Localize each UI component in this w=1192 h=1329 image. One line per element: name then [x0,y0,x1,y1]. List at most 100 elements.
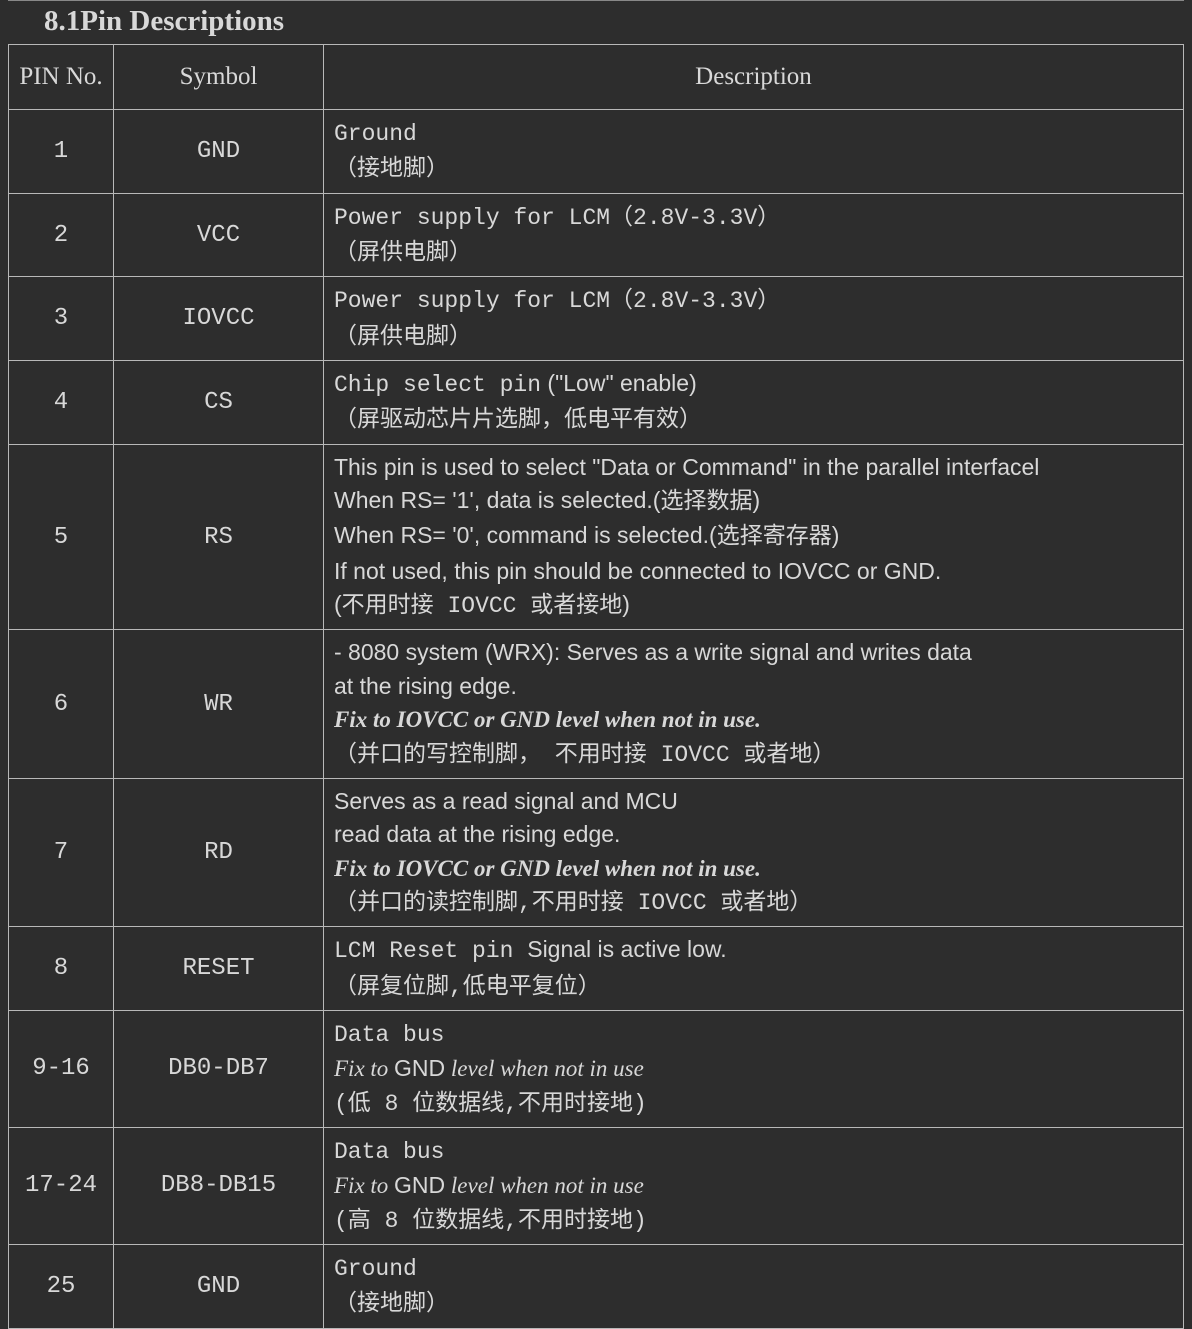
description-line: read data at the rising edge. [334,818,1173,851]
description-segment: （2.8V-3.3V） [610,205,780,231]
description-segment: at the rising edge. [334,673,517,699]
description-segment: read data at the rising edge. [334,821,620,847]
pin-no-cell: 9-16 [9,1010,114,1127]
description-line: (不用时接 IOVCC 或者接地) [334,588,1173,623]
section-title: 8.1Pin Descriptions [8,0,1184,44]
description-line: This pin is used to select "Data or Comm… [334,451,1173,484]
description-segment: （接地脚） [334,1291,449,1317]
description-segment: （接地脚） [334,156,449,182]
pin-no-cell: 17-24 [9,1127,114,1244]
table-row: 2VCCPower supply for LCM（2.8V-3.3V）（屏供电脚… [9,193,1184,277]
pin-symbol-cell: IOVCC [114,277,324,361]
pin-symbol-cell: DB8-DB15 [114,1127,324,1244]
table-row: 8RESETLCM Reset pin Signal is active low… [9,927,1184,1011]
pin-description-cell: Ground （接地脚） [324,110,1184,194]
description-line: Power supply for LCM（2.8V-3.3V） [334,200,1173,235]
header-description: Description [324,45,1184,110]
pin-symbol-cell: CS [114,361,324,445]
table-body: 1GNDGround（接地脚）2VCCPower supply for LCM（… [9,110,1184,1329]
table-row: 9-16DB0-DB7Data busFix to GND level when… [9,1010,1184,1127]
description-line: （屏驱动芯片片选脚，低电平有效） [334,402,1173,437]
pin-symbol-cell: DB0-DB7 [114,1010,324,1127]
description-segment: This pin is used to select "Data or Comm… [334,454,1039,480]
table-row: 1GNDGround（接地脚） [9,110,1184,194]
pin-no-cell: 3 [9,277,114,361]
description-segment: 不用时接 IOVCC 或者接地 [342,593,623,619]
description-line: Fix to GND level when not in use [334,1052,1173,1085]
description-segment: Ground [334,121,417,147]
pin-symbol-cell: RS [114,444,324,630]
pin-description-cell: Chip select pin ("Low" enable) （屏驱动芯片片选脚，… [324,361,1184,445]
table-row: 25GNDGround（接地脚） [9,1244,1184,1328]
description-segment: GND [394,1172,445,1198]
description-line: （接地脚） [334,1286,1173,1321]
description-line: (高 8 位数据线,不用时接地) [334,1203,1173,1238]
pin-symbol-cell: RD [114,778,324,926]
pin-no-cell: 5 [9,444,114,630]
description-segment: ) [832,522,840,548]
description-segment: - 8080 system (WRX): Serves as a write s… [334,639,972,665]
description-segment: Power supply for LCM [334,205,610,231]
table-row: 6WR- 8080 system (WRX): Serves as a writ… [9,630,1184,778]
description-segment: Signal is active low. [527,936,726,962]
pin-no-cell: 2 [9,193,114,277]
description-line: Ground [334,116,1173,151]
description-segment: (低 8 位数据线,不用时接地) [334,1091,647,1117]
description-segment: LCM Reset pin [334,938,527,964]
description-segment: Serves as a read signal and MCU [334,788,678,814]
pin-no-cell: 7 [9,778,114,926]
description-line: LCM Reset pin Signal is active low. [334,933,1173,968]
pin-description-cell: Serves as a read signal and MCU read data… [324,778,1184,926]
description-line: at the rising edge. [334,670,1173,703]
pin-description-cell: LCM Reset pin Signal is active low. （屏复位脚… [324,927,1184,1011]
description-segment: level when not in use [445,1056,644,1081]
description-line: Chip select pin ("Low" enable) [334,367,1173,402]
description-line: When RS= '0', command is selected.(选择寄存器… [334,519,1173,554]
description-line: （屏供电脚） [334,319,1173,354]
header-symbol: Symbol [114,45,324,110]
description-line: Ground [334,1251,1173,1286]
description-segment: 选择数据 [660,489,752,515]
description-line: Fix to IOVCC or GND level when not in us… [334,703,1173,736]
description-segment: Ground [334,1256,417,1282]
description-line: Data bus [334,1017,1173,1052]
description-segment: （屏驱动芯片片选脚，低电平有效） [334,407,702,433]
description-line: When RS= '1', data is selected.(选择数据) [334,484,1173,519]
table-row: 7RD Serves as a read signal and MCU read d… [9,778,1184,926]
table-row: 5RS This pin is used to select "Data or C… [9,444,1184,630]
description-segment: When RS= '0', command is selected.( [334,522,717,548]
description-segment: （2.8V-3.3V） [610,288,780,314]
description-segment: （屏供电脚） [334,240,472,266]
description-segment: ) [752,487,760,513]
description-segment: 选择寄存器 [717,524,832,550]
pin-no-cell: 25 [9,1244,114,1328]
description-segment: （屏供电脚） [334,324,472,350]
description-segment: level when not in use [445,1173,644,1198]
description-line: - 8080 system (WRX): Serves as a write s… [334,636,1173,669]
description-segment: ) [622,591,630,617]
pin-descriptions-table: PIN No. Symbol Description 1GNDGround（接地… [8,44,1184,1329]
pin-symbol-cell: WR [114,630,324,778]
description-segment: （并口的读控制脚,不用时接 IOVCC 或者地） [334,890,812,916]
description-line: （并口的读控制脚,不用时接 IOVCC 或者地） [334,885,1173,920]
table-header: PIN No. Symbol Description [9,45,1184,110]
description-segment: （屏复位脚,低电平复位） [334,974,601,1000]
description-segment: Chip select pin [334,372,541,398]
description-line: （并口的写控制脚， 不用时接 IOVCC 或者地） [334,737,1173,772]
description-line: （屏复位脚,低电平复位） [334,969,1173,1004]
pin-description-cell: Data busFix to GND level when not in use… [324,1010,1184,1127]
pin-symbol-cell: GND [114,110,324,194]
description-segment: When RS= '1', data is selected.( [334,487,660,513]
description-segment: Fix to [334,1056,394,1081]
page-container: 8.1Pin Descriptions PIN No. Symbol Descr… [0,0,1192,1329]
description-segment: If not used, this pin should be connecte… [334,558,941,584]
description-segment: ("Low" enable) [541,370,697,396]
description-segment: Power supply for LCM [334,288,610,314]
description-line: (低 8 位数据线,不用时接地) [334,1086,1173,1121]
description-line: If not used, this pin should be connecte… [334,555,1173,588]
pin-description-cell: Ground （接地脚） [324,1244,1184,1328]
pin-description-cell: - 8080 system (WRX): Serves as a write s… [324,630,1184,778]
table-row: 3IOVCC Power supply for LCM（2.8V-3.3V） （屏供… [9,277,1184,361]
description-segment: ( [334,591,342,617]
pin-description-cell: This pin is used to select "Data or Comm… [324,444,1184,630]
